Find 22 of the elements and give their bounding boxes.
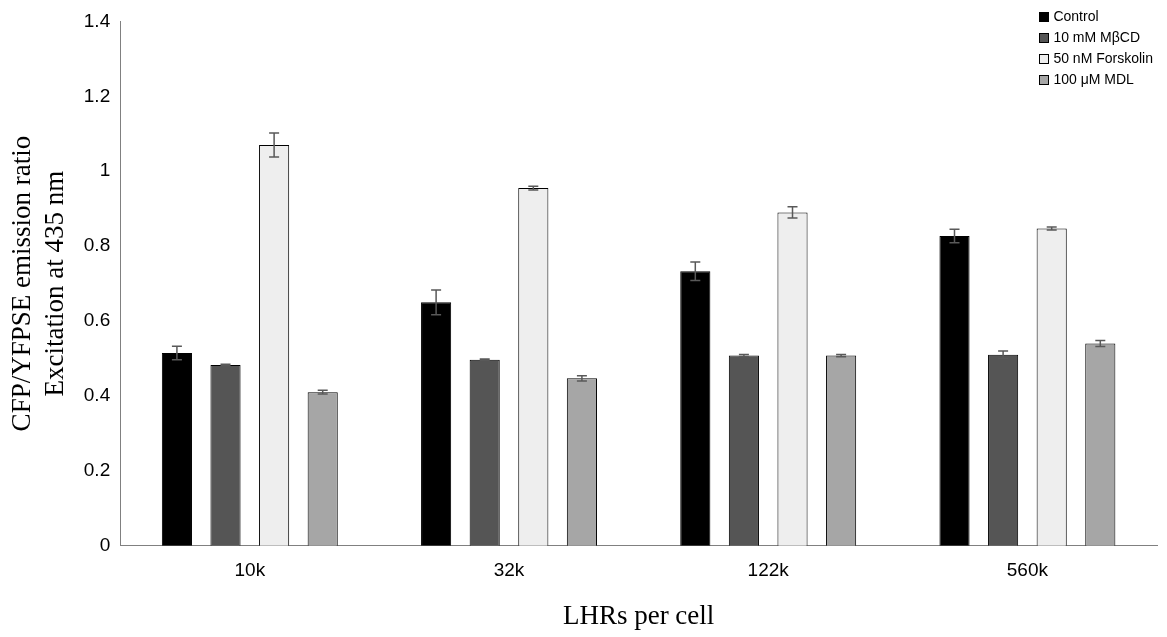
y-tick-label: 1 [99, 159, 111, 181]
y-tick-label: 0 [99, 534, 111, 556]
y-tick-label: 0.2 [83, 459, 111, 481]
legend-label: 10 mM MβCD [1053, 29, 1141, 45]
legend-label: 50 nM Forskolin [1053, 50, 1153, 66]
bar [161, 352, 192, 546]
y-tick-label: 0.8 [83, 234, 111, 256]
bar [680, 271, 711, 546]
legend-label: 100 μM MDL [1053, 71, 1134, 87]
y-tick-label: 0.6 [83, 309, 111, 331]
legend-label: Control [1053, 8, 1099, 24]
x-axis-title: LHRs per cell [562, 599, 715, 630]
x-tick-label: 122k [747, 559, 790, 581]
x-tick-label: 32k [493, 559, 525, 581]
y-axis-title: CFP/YFPSE emission ratio Excitation at 435 nm [6, 135, 69, 432]
x-tick-label: 560k [1006, 559, 1049, 581]
x-tick-label: 10k [234, 559, 266, 581]
y-tick-label: 1.4 [83, 9, 111, 31]
y-tick-label: 0.4 [83, 384, 111, 406]
y-tick-label: 1.2 [83, 84, 111, 106]
bar [939, 236, 970, 546]
bar [421, 302, 452, 546]
